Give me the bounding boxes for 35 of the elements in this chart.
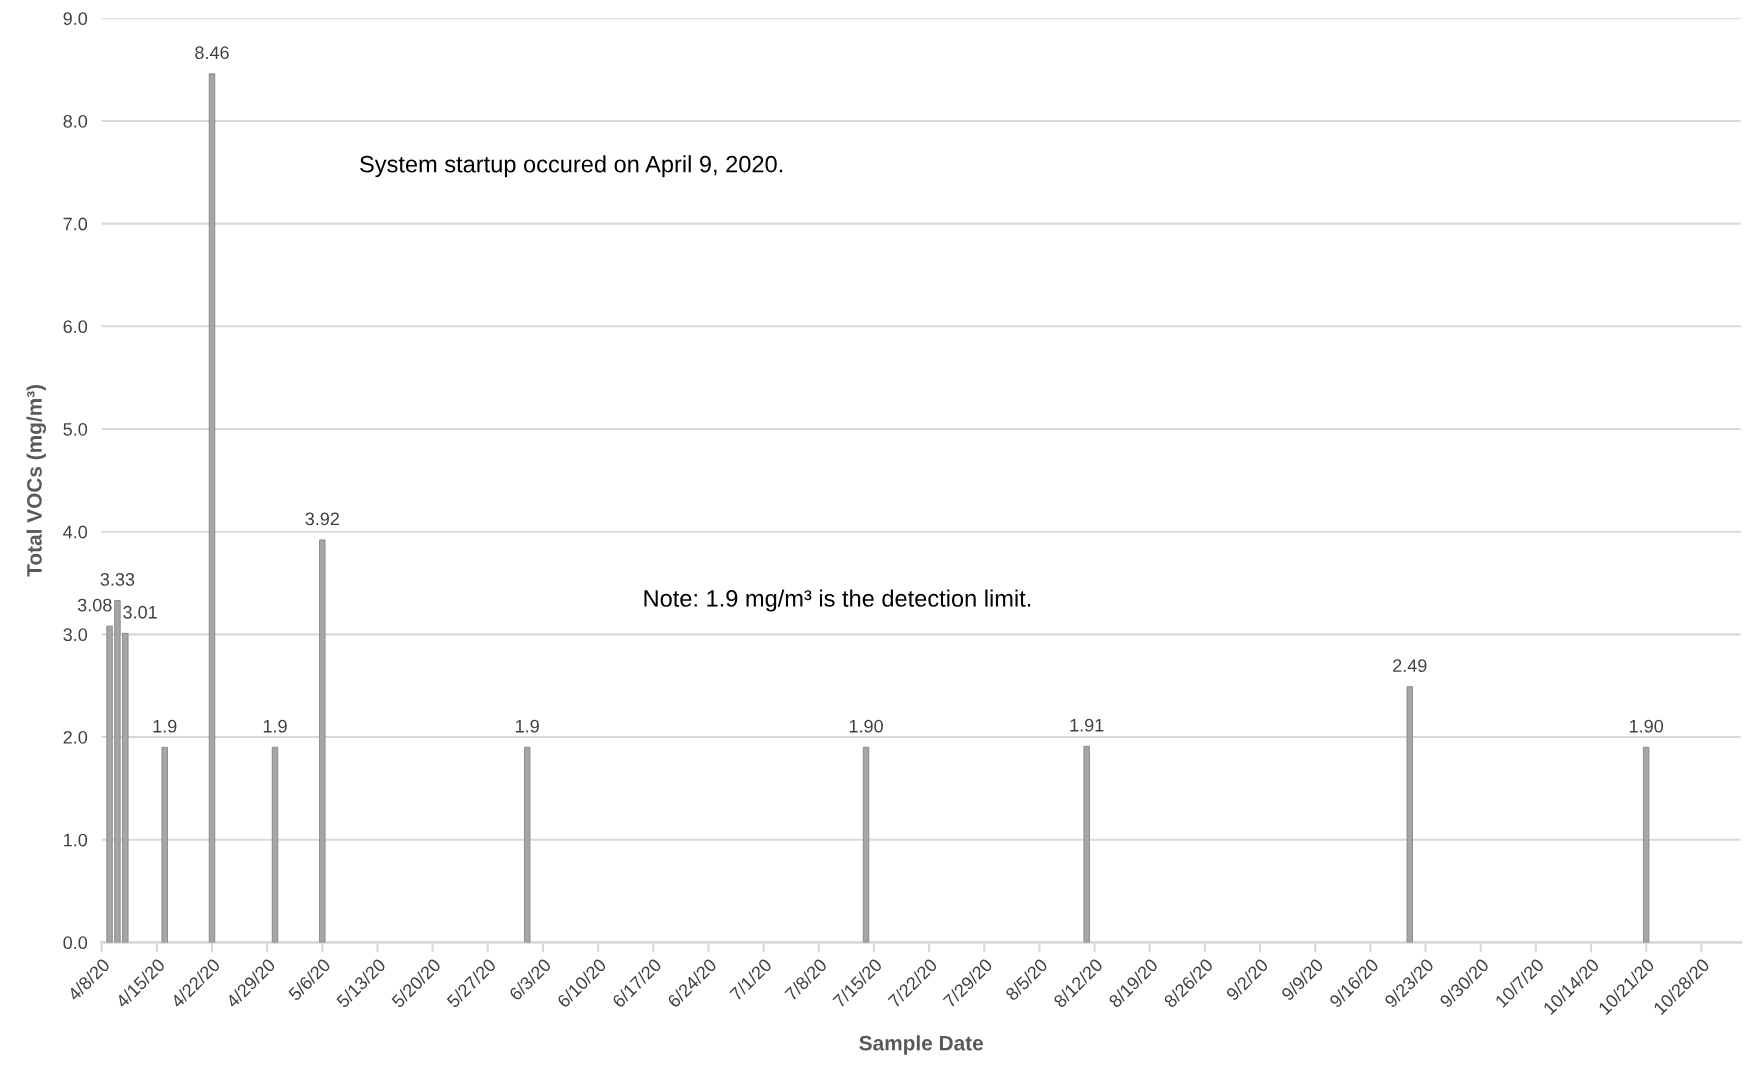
- bar: [1642, 746, 1650, 943]
- y-tick-label: 9.0: [63, 12, 88, 26]
- y-tick-label: 2.0: [63, 730, 88, 744]
- data-label: 3.08: [77, 598, 112, 612]
- bar: [319, 539, 326, 943]
- bar: [524, 746, 531, 943]
- data-label: 3.33: [100, 573, 135, 586]
- y-tick-label: 6.0: [63, 320, 88, 334]
- data-label: 1.90: [1629, 719, 1664, 733]
- bar: [1406, 686, 1413, 943]
- data-label: 1.9: [263, 719, 287, 733]
- data-label: 3.92: [305, 512, 339, 526]
- y-tick-label: 7.0: [63, 217, 88, 231]
- data-label: 3.01: [123, 605, 157, 619]
- bar: [161, 746, 168, 943]
- y-tick-label: 3.0: [63, 628, 88, 642]
- data-label: 2.49: [1393, 659, 1427, 673]
- annotation: Note: 1.9 mg/m³ is the detection limit.: [644, 589, 1031, 612]
- bar: [271, 746, 279, 943]
- bar: [208, 73, 216, 943]
- y-tick-label: 8.0: [63, 114, 88, 128]
- y-tick-label: 5.0: [63, 422, 88, 436]
- y-axis-title: Total VOCs (mg/m³): [26, 384, 47, 577]
- y-tick-label: 4.0: [63, 525, 88, 539]
- bar: [862, 746, 870, 943]
- y-tick-label: 1.0: [64, 833, 88, 847]
- data-label: 8.46: [195, 46, 229, 60]
- x-axis-title: Sample Date: [859, 1035, 984, 1055]
- annotation: System startup occured on April 9, 2020.: [360, 155, 783, 178]
- data-label: 1.90: [849, 719, 883, 733]
- y-tick-label: 0.0: [63, 936, 88, 950]
- data-label: 1.91: [1070, 718, 1104, 732]
- data-label: 1.9: [153, 719, 177, 733]
- bar: [1083, 745, 1090, 943]
- data-label: 1.9: [516, 719, 539, 733]
